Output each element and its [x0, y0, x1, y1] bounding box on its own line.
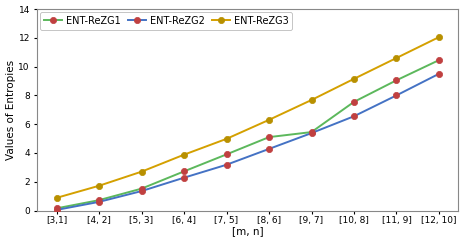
ENT-ReZG1: [309, 131, 314, 134]
ENT-ReZG3: [54, 197, 60, 199]
ENT-ReZG2: [96, 200, 102, 203]
ENT-ReZG3: [309, 98, 314, 101]
ENT-ReZG3: [351, 77, 357, 80]
ENT-ReZG1: [224, 153, 229, 156]
Line: ENT-ReZG2: ENT-ReZG2: [53, 71, 442, 213]
ENT-ReZG3: [394, 57, 399, 60]
X-axis label: [m, n]: [m, n]: [232, 227, 264, 236]
ENT-ReZG3: [96, 184, 102, 187]
ENT-ReZG2: [266, 147, 272, 150]
ENT-ReZG1: [54, 207, 60, 210]
Legend: ENT-ReZG1, ENT-ReZG2, ENT-ReZG3: ENT-ReZG1, ENT-ReZG2, ENT-ReZG3: [40, 12, 292, 30]
ENT-ReZG2: [139, 190, 144, 193]
ENT-ReZG3: [224, 137, 229, 140]
ENT-ReZG2: [436, 72, 442, 75]
ENT-ReZG1: [139, 187, 144, 190]
ENT-ReZG1: [351, 100, 357, 103]
ENT-ReZG1: [181, 170, 187, 173]
ENT-ReZG1: [394, 79, 399, 82]
ENT-ReZG2: [181, 176, 187, 179]
Line: ENT-ReZG3: ENT-ReZG3: [53, 34, 442, 201]
ENT-ReZG2: [351, 115, 357, 118]
ENT-ReZG3: [139, 170, 144, 173]
ENT-ReZG1: [436, 59, 442, 61]
ENT-ReZG1: [266, 136, 272, 139]
ENT-ReZG2: [309, 132, 314, 135]
Y-axis label: Values of Entropies: Values of Entropies: [6, 60, 15, 160]
ENT-ReZG3: [436, 36, 442, 38]
Line: ENT-ReZG1: ENT-ReZG1: [53, 57, 442, 212]
ENT-ReZG2: [224, 163, 229, 166]
ENT-ReZG2: [54, 208, 60, 211]
ENT-ReZG2: [394, 94, 399, 97]
ENT-ReZG3: [181, 153, 187, 156]
ENT-ReZG1: [96, 199, 102, 202]
ENT-ReZG3: [266, 118, 272, 121]
